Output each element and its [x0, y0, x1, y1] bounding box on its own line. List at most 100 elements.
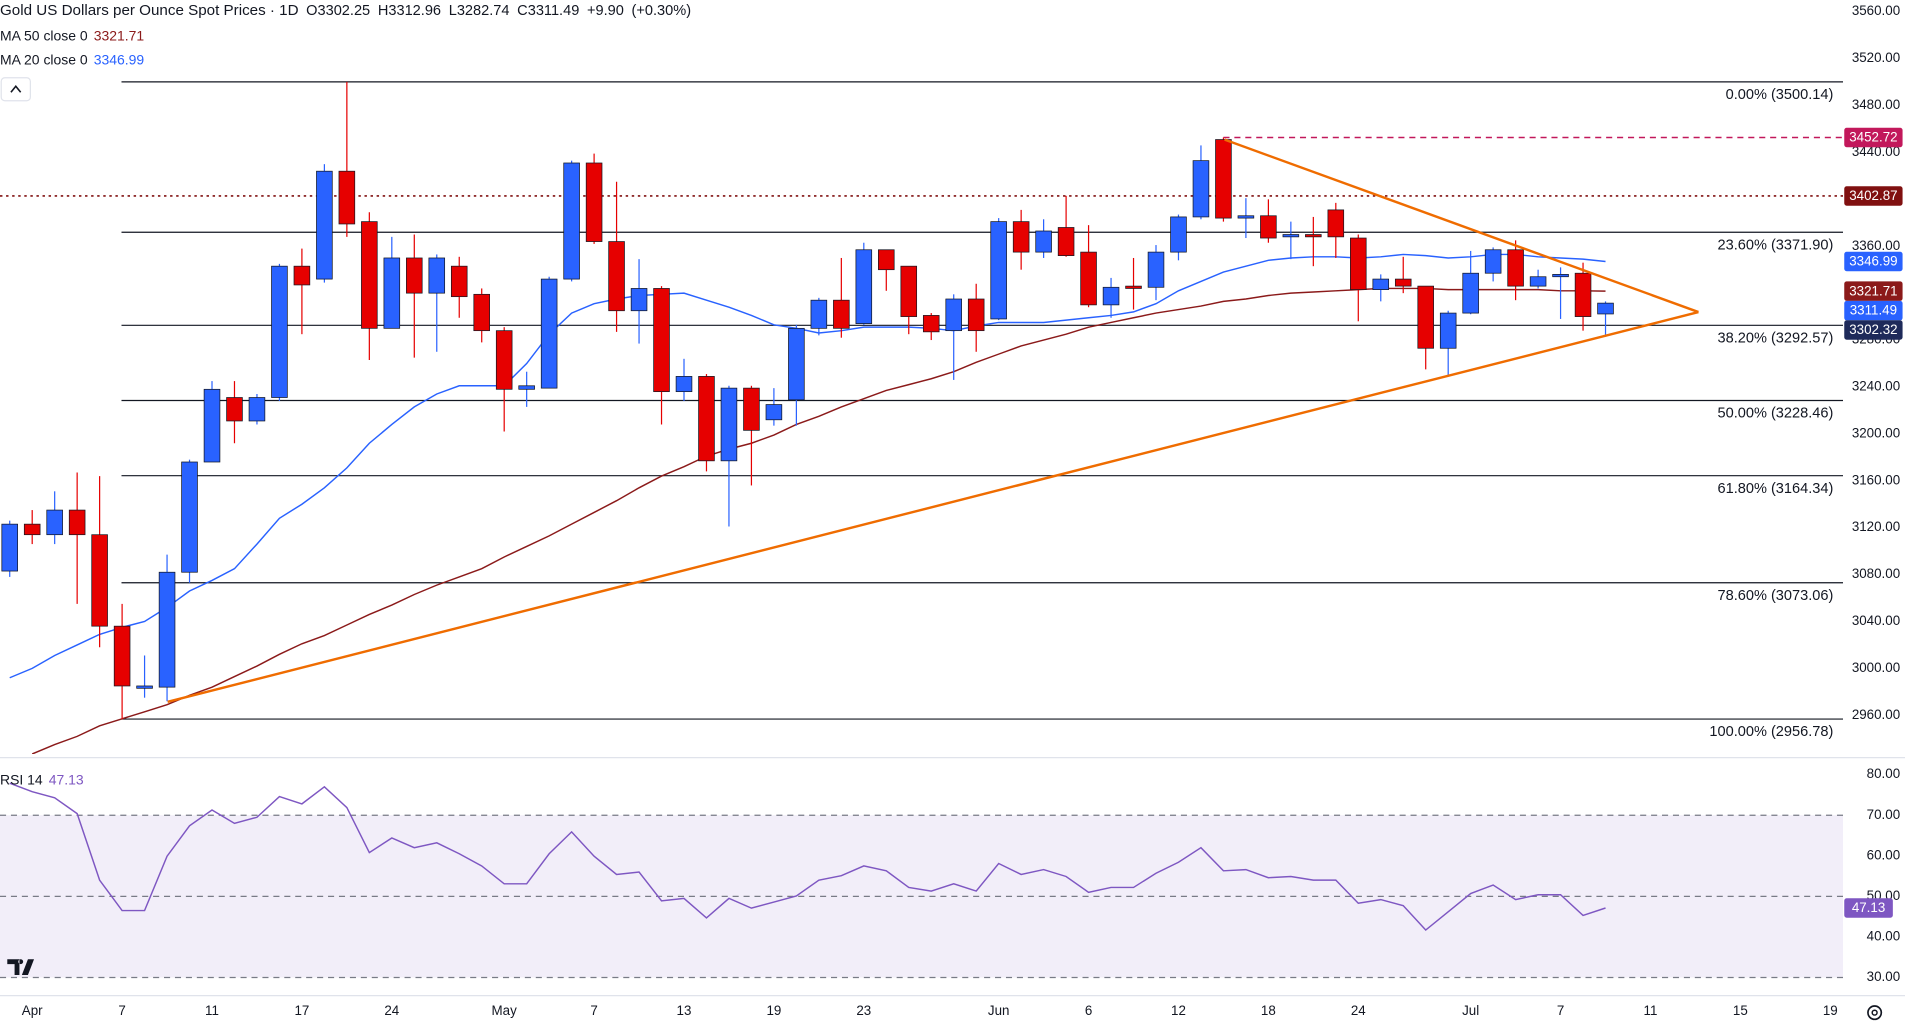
candle-body — [338, 170, 356, 225]
candle-body — [675, 376, 693, 393]
candle-body — [518, 385, 535, 390]
candle-body — [68, 509, 86, 536]
candle-body — [833, 299, 850, 329]
moving-average-line — [31, 287, 1606, 755]
candle-body — [1035, 230, 1052, 253]
candle-body — [1305, 234, 1322, 238]
candle-body — [1394, 278, 1412, 287]
candle-body — [1507, 249, 1524, 287]
x-tick-label: Jun — [988, 1003, 1010, 1018]
collapse-button[interactable] — [0, 77, 31, 102]
x-tick-label: May — [492, 1003, 518, 1018]
candle-body — [922, 315, 940, 333]
price-tag — [1844, 300, 1903, 321]
x-tick-label: 17 — [294, 1003, 309, 1018]
candle-body — [765, 404, 783, 421]
candle-body — [1215, 139, 1232, 219]
y-tick-label: 3520.00 — [1852, 50, 1900, 65]
candle-body — [900, 265, 918, 317]
x-tick-label: 12 — [1171, 1003, 1186, 1018]
rsi-tick-label: 30.00 — [1867, 969, 1900, 984]
candle-body — [383, 257, 401, 329]
x-tick-label: 11 — [1644, 1003, 1658, 1018]
candle-body — [46, 509, 63, 536]
ohlc-value: 3302.25 — [317, 3, 370, 19]
fib-label: 100.00% (2956.78) — [1709, 724, 1833, 740]
candle-body — [878, 249, 895, 271]
moving-average-line — [9, 253, 1606, 679]
y-tick-label: 2960.00 — [1852, 707, 1900, 722]
candle-body — [1372, 278, 1390, 290]
y-tick-label: 3000.00 — [1852, 660, 1900, 675]
y-tick-label: 3200.00 — [1852, 425, 1900, 440]
candle-body — [1192, 160, 1210, 218]
rsi-tick-label: 60.00 — [1867, 847, 1900, 862]
legend-value: 3346.99 — [94, 51, 145, 67]
candle-body — [585, 162, 603, 242]
fib-label: 61.80% (3164.34) — [1718, 481, 1834, 497]
x-tick-label: 18 — [1261, 1003, 1276, 1018]
collapse-icon[interactable] — [10, 84, 22, 93]
ohlc-label: L — [449, 3, 457, 19]
candle-body — [608, 241, 625, 312]
candle-body — [1350, 237, 1367, 290]
y-tick-label: 3160.00 — [1852, 472, 1900, 487]
header: Gold US Dollars per Ounce Spot Prices · … — [0, 2, 691, 787]
x-tick-label: 7 — [590, 1003, 597, 1018]
candle-body — [1102, 286, 1120, 306]
candle-body — [653, 288, 670, 393]
fib-label: 0.00% (3500.14) — [1726, 87, 1834, 103]
price-tag-label: 3346.99 — [1849, 254, 1897, 269]
candle-body — [1529, 276, 1547, 287]
settings-gear-center[interactable] — [1871, 1009, 1878, 1016]
fib-label: 50.00% (3228.46) — [1718, 406, 1834, 422]
ohlc-value: 3282.74 — [457, 3, 510, 19]
y-tick-label: 3120.00 — [1852, 519, 1900, 534]
x-tick-label: 7 — [1557, 1003, 1564, 1018]
candle-body — [1237, 215, 1255, 219]
logo-mark[interactable] — [7, 959, 35, 976]
trendline-lower — [167, 310, 1699, 703]
candle-body — [23, 523, 41, 536]
price-pane — [0, 81, 1844, 755]
x-tick-label: Apr — [22, 1003, 43, 1018]
price-tag — [1844, 127, 1903, 148]
candle-body — [316, 170, 333, 280]
candle-body — [203, 388, 221, 463]
candle-body — [271, 265, 288, 398]
candle-body — [563, 162, 580, 280]
logo[interactable] — [7, 959, 35, 976]
candle-body — [540, 278, 558, 389]
rsi-tick-label: 80.00 — [1867, 766, 1900, 781]
candle-body — [113, 625, 131, 687]
x-tick-label: 13 — [677, 1003, 692, 1018]
y-tick-label: 3080.00 — [1852, 566, 1900, 581]
settings-button[interactable] — [1867, 1005, 1883, 1021]
price-tag — [1844, 186, 1903, 206]
ohlc-readout: O3302.25 H3312.96 L3282.74 C3311.49 +9.9… — [306, 3, 691, 19]
candle-body — [406, 257, 423, 294]
x-tick-label: 24 — [1351, 1003, 1366, 1018]
candle-body — [136, 685, 153, 689]
x-tick-label: 6 — [1085, 1003, 1092, 1018]
candle-body — [293, 265, 311, 286]
axes: 2960.00 3000.00 3040.00 3080.00 3120.00 3160.… — [22, 3, 1903, 1018]
candle-body — [1417, 285, 1434, 349]
candle-body — [743, 387, 760, 431]
price-tag-label: 3402.87 — [1849, 188, 1897, 203]
legend-label: RSI 14 — [0, 771, 43, 787]
x-tick-label: 11 — [205, 1003, 219, 1018]
collapse-button-frame[interactable] — [0, 77, 31, 102]
settings-gear[interactable] — [1867, 1005, 1883, 1021]
candle-body — [1282, 234, 1300, 238]
legend-value: 47.13 — [49, 771, 84, 787]
ohlc-value: 3312.96 — [388, 3, 441, 19]
candle-body — [1012, 221, 1030, 253]
legend-label: MA 50 close 0 — [0, 27, 88, 43]
candle-body — [181, 461, 198, 573]
candle-body — [990, 221, 1007, 320]
candle-body — [226, 397, 243, 422]
fib-label: 78.60% (3073.06) — [1718, 588, 1834, 604]
